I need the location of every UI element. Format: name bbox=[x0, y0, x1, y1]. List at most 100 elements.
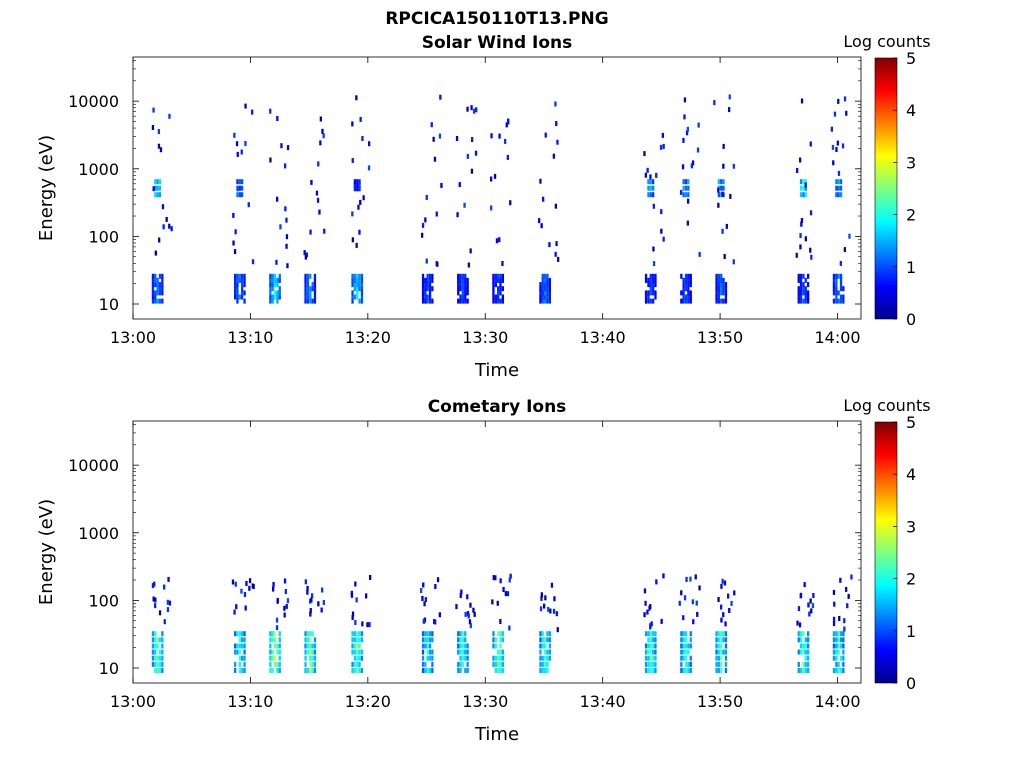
heatmap-cell bbox=[687, 273, 690, 279]
heatmap-cell bbox=[269, 157, 272, 163]
heatmap-cell bbox=[421, 222, 425, 228]
heatmap-cell bbox=[797, 277, 800, 283]
heatmap-cell bbox=[154, 655, 157, 661]
heatmap-cell bbox=[715, 655, 718, 661]
heatmap-cell bbox=[720, 282, 723, 288]
heatmap-cell bbox=[644, 600, 647, 606]
heatmap-cell bbox=[649, 290, 652, 296]
heatmap-cell bbox=[722, 286, 725, 292]
x-tick-label: 13:30 bbox=[462, 692, 508, 711]
heatmap-cell bbox=[360, 631, 364, 637]
heatmap-cell bbox=[720, 298, 723, 304]
heatmap-cell bbox=[351, 237, 354, 243]
heatmap-cell bbox=[360, 273, 364, 279]
heatmap-cell bbox=[353, 649, 356, 655]
heatmap-cell bbox=[276, 116, 279, 121]
heatmap-cell bbox=[682, 615, 685, 621]
heatmap-cell bbox=[649, 273, 652, 279]
heatmap-cell bbox=[232, 240, 235, 246]
heatmap-cell bbox=[422, 582, 425, 588]
heatmap-cell bbox=[548, 290, 551, 296]
heatmap-cell bbox=[842, 631, 845, 637]
heatmap-cell bbox=[157, 129, 160, 135]
heatmap-cell bbox=[843, 618, 846, 624]
colorbar-tick-label: 1 bbox=[906, 258, 916, 277]
heatmap-cell bbox=[275, 259, 278, 265]
heatmap-cell bbox=[541, 661, 544, 667]
heatmap-cell bbox=[269, 282, 272, 288]
heatmap-cell bbox=[156, 282, 159, 288]
heatmap-cell bbox=[238, 668, 241, 673]
heatmap-cell bbox=[428, 294, 432, 300]
heatmap-cell bbox=[807, 282, 810, 288]
heatmap-cell bbox=[360, 282, 364, 288]
heatmap-cell bbox=[687, 290, 690, 296]
heatmap-cell bbox=[652, 655, 655, 661]
heatmap-cell bbox=[421, 661, 425, 667]
heatmap-cell bbox=[496, 600, 499, 606]
heatmap-cell bbox=[459, 643, 462, 649]
colorbar-solar-wind bbox=[874, 57, 898, 320]
heatmap-cell bbox=[837, 192, 840, 198]
heatmap-cell bbox=[644, 631, 648, 637]
heatmap-cell bbox=[323, 228, 326, 234]
heatmap-cell bbox=[808, 611, 811, 617]
heatmap-cell bbox=[166, 599, 169, 605]
heatmap-cell bbox=[424, 597, 427, 603]
heatmap-cell bbox=[241, 273, 244, 279]
heatmap-cell bbox=[353, 273, 356, 279]
heatmap-cell bbox=[684, 294, 688, 300]
heatmap-cell bbox=[684, 637, 688, 643]
heatmap-cell bbox=[544, 298, 547, 304]
heatmap-cell bbox=[832, 668, 836, 673]
heatmap-cell bbox=[426, 668, 429, 673]
heatmap-cell bbox=[304, 254, 307, 260]
heatmap-cell bbox=[839, 277, 843, 283]
heatmap-cell bbox=[717, 637, 720, 643]
heatmap-cell bbox=[459, 668, 462, 673]
heatmap-cell bbox=[158, 286, 162, 292]
heatmap-cell bbox=[728, 94, 731, 100]
heatmap-cell bbox=[368, 141, 371, 147]
heatmap-cell bbox=[652, 637, 655, 643]
heatmap-cell bbox=[543, 603, 546, 609]
heatmap-cell bbox=[470, 105, 473, 111]
heatmap-cell bbox=[807, 294, 810, 300]
heatmap-cell bbox=[466, 282, 469, 288]
heatmap-cell bbox=[649, 631, 652, 637]
heatmap-cell bbox=[684, 282, 688, 288]
heatmap-cell bbox=[158, 649, 162, 655]
heatmap-cell bbox=[835, 294, 838, 300]
heatmap-cell bbox=[720, 655, 723, 661]
heatmap-cell bbox=[842, 298, 845, 304]
heatmap-cell bbox=[269, 643, 272, 649]
heatmap-cell bbox=[461, 631, 465, 637]
heatmap-cell bbox=[156, 637, 159, 643]
heatmap-cell bbox=[283, 612, 286, 618]
heatmap-cell bbox=[466, 298, 469, 304]
heatmap-cell bbox=[234, 643, 237, 649]
heatmap-cell bbox=[421, 668, 425, 673]
heatmap-cell bbox=[154, 668, 157, 673]
heatmap-cell bbox=[835, 661, 838, 667]
heatmap-cell bbox=[354, 581, 357, 587]
heatmap-cell bbox=[269, 298, 272, 304]
heatmap-cell bbox=[556, 627, 559, 633]
heatmap-cell bbox=[720, 290, 723, 296]
heatmap-cell bbox=[459, 637, 462, 643]
heatmap-cell bbox=[650, 621, 653, 627]
heatmap-cell bbox=[466, 655, 469, 661]
heatmap-cell bbox=[498, 133, 501, 139]
heatmap-cell bbox=[243, 643, 246, 649]
heatmap-cell bbox=[238, 661, 241, 667]
heatmap-cell bbox=[720, 661, 723, 667]
heatmap-cell bbox=[835, 277, 838, 283]
heatmap-cell bbox=[724, 286, 728, 292]
heatmap-cell bbox=[455, 136, 459, 141]
heatmap-cell bbox=[158, 273, 162, 279]
heatmap-cell bbox=[684, 286, 688, 292]
heatmap-cell bbox=[464, 637, 467, 643]
heatmap-cell bbox=[238, 192, 241, 198]
heatmap-cell bbox=[654, 277, 657, 283]
heatmap-cell bbox=[170, 226, 173, 232]
